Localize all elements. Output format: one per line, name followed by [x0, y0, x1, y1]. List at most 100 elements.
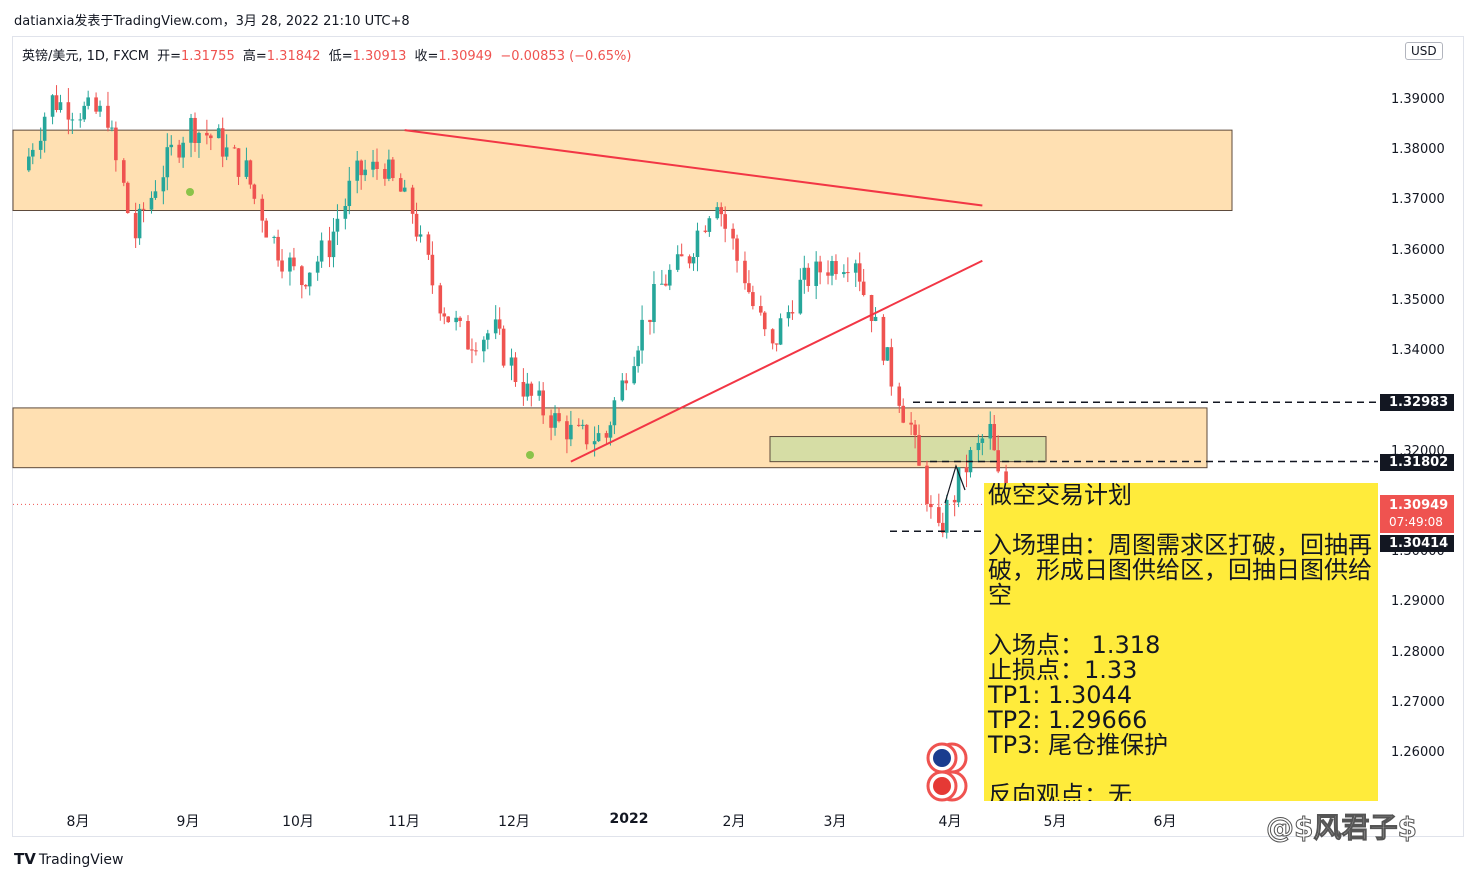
candle: [937, 493, 941, 527]
candle-body: [149, 197, 154, 210]
candle: [830, 255, 834, 286]
candle-body: [802, 267, 807, 280]
publish-header: datianxia发表于TradingView.com，3月 28, 2022 …: [14, 14, 410, 29]
candle: [383, 163, 387, 186]
candle: [272, 235, 276, 244]
candle-body: [774, 343, 779, 345]
candle: [110, 120, 114, 132]
candle: [731, 223, 735, 250]
candle-body: [430, 254, 435, 286]
currency-button[interactable]: USD: [1405, 42, 1443, 60]
candle-body: [846, 272, 850, 274]
note-entry: 入场点： 1.318: [988, 631, 1161, 659]
x-tick-label: 10月: [282, 814, 314, 830]
trade-plan-note[interactable]: 做空交易计划 入场理由：周图需求区打破，回抽再破，形成日图供给区，回抽日图供给空…: [984, 483, 1378, 801]
candle: [751, 285, 755, 310]
candle: [114, 121, 118, 172]
legend-high: 1.31842: [266, 49, 321, 64]
candle-body: [679, 254, 684, 257]
candle: [446, 316, 451, 324]
candle: [925, 460, 929, 512]
candle-body: [897, 386, 902, 406]
candle: [371, 149, 375, 178]
candle: [735, 234, 739, 273]
legend-close: 1.30949: [438, 49, 493, 64]
candle: [133, 202, 138, 249]
legend-change: −0.00853 (−0.65%): [500, 49, 632, 64]
legend-low: 1.30913: [352, 49, 407, 64]
candle: [248, 159, 253, 189]
note-tp2: TP2: 1.29666: [988, 706, 1148, 734]
y-tick-label: 1.37000: [1391, 192, 1445, 208]
zone-2: [769, 436, 1047, 463]
candle-body: [565, 421, 569, 440]
candle: [327, 226, 332, 268]
candle: [707, 216, 712, 237]
x-tick-label: 11月: [388, 814, 420, 830]
candle: [869, 294, 874, 333]
candle: [592, 426, 597, 457]
candle-body: [272, 236, 276, 238]
candle: [529, 381, 534, 407]
candle: [125, 181, 130, 214]
candle-body: [988, 423, 993, 439]
candle: [288, 252, 292, 286]
candle-body: [264, 220, 269, 238]
legend-low-label: 低=: [328, 49, 353, 64]
candle-body: [359, 160, 363, 176]
candle: [565, 415, 569, 454]
candle-body: [169, 144, 174, 148]
candle-body: [70, 119, 75, 121]
candle-body: [137, 208, 142, 239]
candle-body: [723, 214, 727, 229]
candle: [121, 158, 126, 187]
candle-body: [181, 142, 185, 158]
candle: [723, 206, 727, 243]
legend-symbol: 英镑/美元, 1D, FXCM: [22, 49, 149, 64]
candle: [667, 264, 672, 291]
candle: [802, 255, 807, 294]
candle: [137, 203, 142, 245]
candle-body: [307, 272, 312, 287]
candle: [549, 409, 553, 441]
candle-body: [438, 285, 443, 314]
candle-body: [509, 357, 514, 366]
candle: [620, 373, 625, 402]
legend-close-label: 收=: [414, 49, 439, 64]
candle: [679, 243, 684, 257]
candle: [636, 345, 640, 373]
candle: [27, 148, 31, 173]
candle-body: [747, 283, 751, 293]
candle-body: [889, 347, 894, 387]
candle-body: [937, 507, 941, 523]
candle: [58, 94, 63, 113]
candle: [501, 325, 506, 368]
candle: [703, 225, 708, 234]
candle-body: [830, 261, 834, 276]
candle-body: [197, 132, 201, 143]
candle-body: [319, 240, 324, 262]
trendline-0: [404, 129, 983, 207]
candle-body: [549, 415, 553, 428]
candle-body: [205, 132, 209, 136]
candle: [818, 255, 822, 285]
note-stop: 止损点：1.33: [988, 656, 1138, 684]
candle: [715, 202, 720, 220]
candle-body: [232, 147, 237, 149]
candle: [612, 397, 617, 435]
candle-body: [703, 230, 708, 232]
signal-marker: [186, 188, 194, 196]
candle: [873, 307, 878, 322]
candle: [897, 382, 902, 413]
candle: [402, 179, 407, 193]
candle-body: [992, 423, 997, 451]
candle-body: [458, 317, 462, 322]
candle: [426, 231, 431, 260]
candle: [964, 454, 969, 488]
candle: [414, 202, 419, 242]
candle-body: [881, 316, 886, 361]
candle: [177, 139, 181, 163]
candle: [806, 263, 811, 292]
candle-body: [209, 135, 213, 139]
